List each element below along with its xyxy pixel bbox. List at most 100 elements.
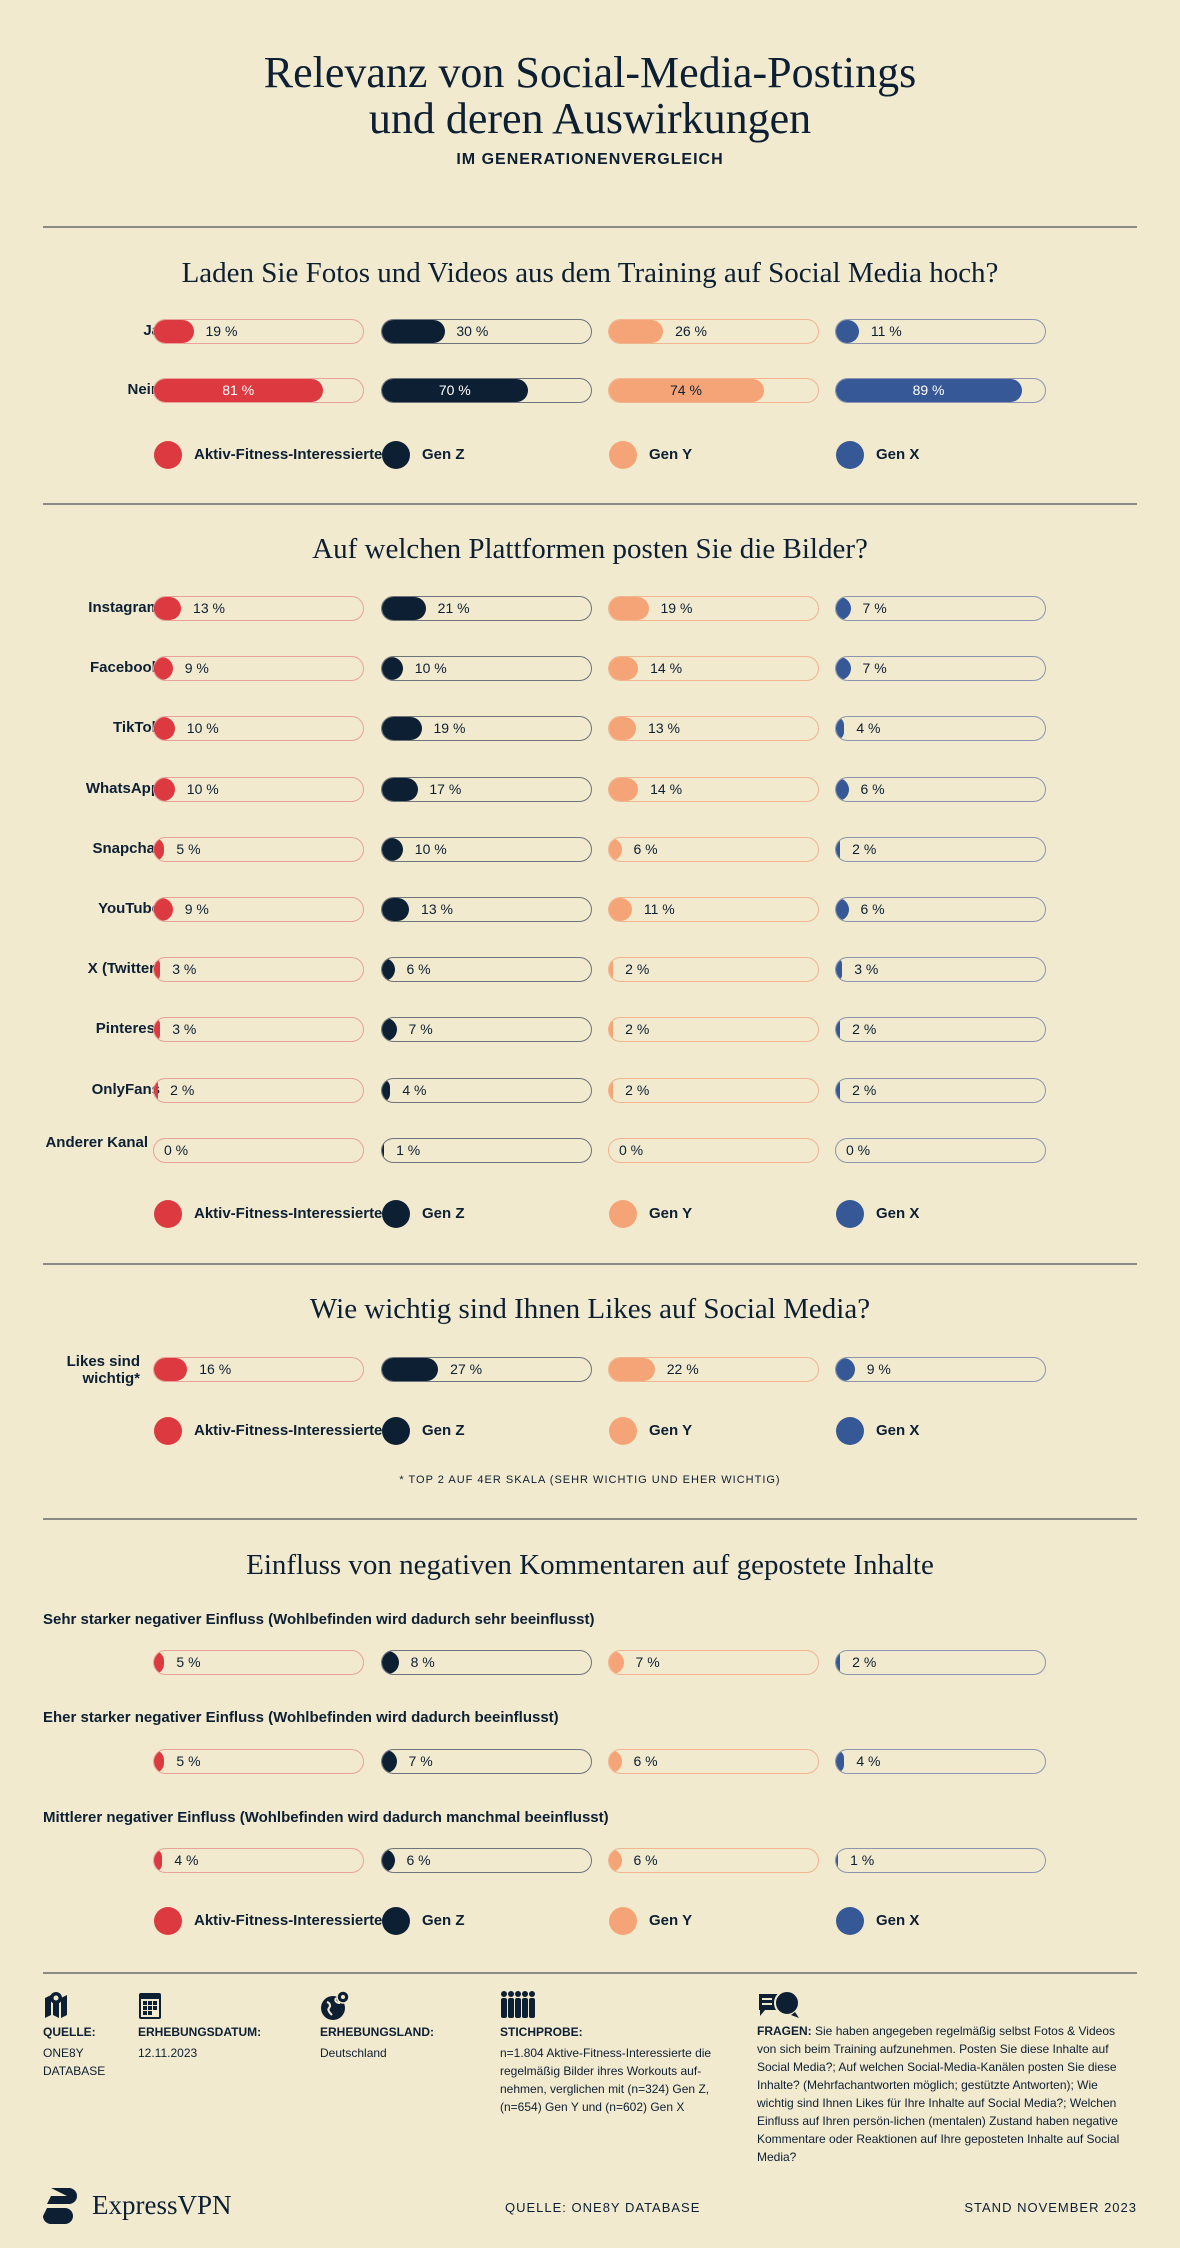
bar-track: 13 % [608,716,819,742]
bar-value-label: 2 % [625,961,650,978]
bar-fill [382,597,426,620]
bar-value-label: 5 % [176,1753,201,1769]
bar-fill [609,1750,622,1773]
bar-fill [382,320,445,343]
bar-fill [609,1018,614,1042]
bar-track: 13 % [153,596,364,621]
footer-value: Sie haben angegeben regelmäßig selbst Fo… [757,2024,1120,2164]
bar-track: 30 % [381,319,592,344]
divider [43,503,1137,505]
legend-label: Aktiv-Fitness-Interessierte [194,1422,383,1439]
legend-label: Aktiv-Fitness-Interessierte [194,1912,383,1929]
bar-track: 4 % [835,716,1046,742]
bar-value-label: 7 % [862,600,887,616]
row-label: Eher starker negativer Einfluss (Wohlbef… [43,1709,559,1726]
bar-value-label: 3 % [172,1021,197,1038]
bar-value-label: 0 % [846,1141,871,1158]
people-icon [500,1990,536,2025]
bar-value-label: 2 % [852,1081,877,1098]
bar-value-label: 7 % [408,1753,433,1769]
legend-label: Gen Y [649,1422,693,1439]
bar-fill [154,837,165,861]
footer-value: 12.11.2023 [138,2046,198,2060]
speech-bubbles-icon [757,1990,801,2025]
section-title: Wie wichtig sind Ihnen Likes auf Social … [309,1293,871,1325]
bar-value-label: 13 % [648,720,680,737]
bar-fill [154,320,194,343]
bar-value-label: 6 % [633,1852,658,1868]
bar-track: 11 % [835,319,1046,344]
section-title: Auf welchen Plattformen posten Sie die B… [312,533,868,565]
bar-fill [836,1750,845,1773]
bar-track: 70 % [381,378,592,403]
footer-label: STICHPROBE: [500,2025,583,2039]
bar-fill [154,1651,165,1674]
bar-value-label: 7 % [862,660,887,677]
legend-swatch [609,441,637,469]
bar-fill [154,1849,163,1872]
bar-value-label: 19 % [660,600,693,616]
bar-value-label: 19 % [433,720,466,737]
bar-track: 2 % [835,1650,1046,1675]
bar-fill [609,1078,614,1102]
bar-track: 6 % [381,957,592,983]
bar-fill [154,379,324,402]
bar-fill [382,898,410,921]
bar-value-label: 2 % [625,1081,650,1098]
bar-track: 3 % [835,957,1046,983]
legend-label: Gen Z [422,1422,465,1439]
bar-fill [836,379,1022,402]
footer-value: n=1.804 Aktive-Fitness-Interessierte die… [500,2046,712,2114]
bar-track: 27 % [381,1357,592,1382]
legend-label: Gen Y [649,1912,693,1929]
section-title: Laden Sie Fotos und Videos aus dem Train… [181,257,999,289]
bar-value-label: 6 % [860,901,885,917]
bar-value-label: 2 % [852,840,877,857]
bar-value-label: 13 % [421,901,453,917]
legend-swatch [382,441,410,469]
bar-track: 6 % [608,836,819,862]
bar-value-label: 6 % [633,1753,658,1769]
bar-track: 7 % [608,1650,819,1675]
bar-fill [382,379,529,402]
bar-track: 21 % [381,596,592,621]
footer-value: ONE8Y DATABASE [43,2046,106,2078]
footer-fragen: FRAGEN: Sie haben angegeben regelmäßig s… [757,2022,1137,2166]
bar-fill [609,1849,622,1872]
bar-track: 8 % [381,1650,592,1675]
bar-track: 5 % [153,836,364,862]
bar-track: 1 % [835,1848,1046,1873]
bar-value-label: 1 % [396,1141,421,1158]
bar-fill [154,1358,188,1381]
bar-value-label: 21 % [437,600,470,616]
bar-fill [154,657,173,681]
legend-swatch [836,1200,864,1228]
expressvpn-logo-icon [43,2188,77,2226]
bar-fill [154,597,182,620]
bar-track: 26 % [608,319,819,344]
row-label: YouTube [98,900,160,917]
legend-swatch [609,1907,637,1935]
bar-value-label: 1 % [850,1852,875,1868]
legend-swatch [382,1200,410,1228]
bar-value-label: 7 % [635,1654,660,1670]
row-label: Snapchat [92,839,160,857]
legend-swatch [609,1200,637,1228]
bar-value-label: 11 % [870,323,902,339]
bar-track: 2 % [153,1077,364,1103]
bar-track: 0 % [153,1137,364,1163]
bar-track: 6 % [381,1848,592,1873]
bar-fill [154,717,175,741]
bar-track: 14 % [608,656,819,682]
bar-value-label: 14 % [650,780,683,797]
bar-track: 3 % [153,957,364,983]
row-label: Facebook [89,659,160,677]
bar-value-label: 16 % [199,1361,232,1377]
footer-label: ERHEBUNGSDATUM: [138,2025,262,2039]
bar-fill [382,958,395,982]
bar-track: 3 % [153,1017,364,1043]
row-label: Instagram [88,599,160,616]
bar-fill [609,597,649,620]
bar-fill [382,837,403,861]
bar-track: 10 % [381,836,592,862]
